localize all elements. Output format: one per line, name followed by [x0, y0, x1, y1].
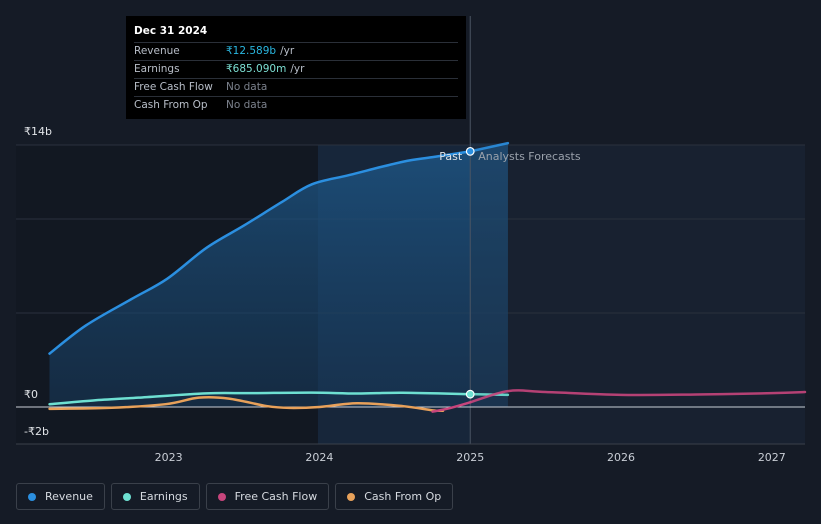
- x-tick-label: 2027: [758, 451, 786, 464]
- legend-dot-icon: [347, 492, 356, 501]
- free-cash-flow-forecast-line: [468, 389, 807, 404]
- x-tick-label: 2024: [305, 451, 333, 464]
- legend-label: Revenue: [45, 490, 93, 503]
- tooltip-no-data: No data: [226, 99, 268, 111]
- tooltip-label: Earnings: [134, 63, 180, 75]
- x-tick-label: 2026: [607, 451, 635, 464]
- tooltip-value: ₹685.090m: [226, 63, 287, 75]
- tooltip-date: Dec 31 2024: [134, 22, 458, 43]
- earnings-marker: [465, 389, 475, 399]
- x-tick-label: 2025: [456, 451, 484, 464]
- legend-dot-icon: [122, 492, 131, 501]
- cash-from-op-line: [48, 395, 445, 413]
- y-tick-label: -₹2b: [24, 425, 49, 438]
- revenue-area: [49, 143, 508, 407]
- legend-dot-icon: [28, 492, 36, 501]
- tooltip-row-free-cash-flow: Free Cash Flow No data: [134, 79, 458, 97]
- legend-label: Earnings: [139, 490, 188, 503]
- y-tick-label: ₹14b: [24, 125, 52, 138]
- legend: Revenue Earnings Free Cash Flow Cash Fro…: [16, 483, 454, 510]
- revenue-marker: [465, 146, 475, 156]
- y-tick-label: ₹0: [24, 388, 38, 401]
- forecast-band: [470, 143, 508, 407]
- legend-item-cash-from-op[interactable]: Cash From Op: [335, 483, 454, 510]
- free-cash-flow-line: [431, 401, 472, 413]
- forecast-label: Analysts Forecasts: [478, 150, 581, 163]
- earnings-line: [48, 391, 472, 406]
- tooltip-row-earnings: Earnings ₹685.090m /yr: [134, 61, 458, 79]
- tooltip-row-cash-from-op: Cash From Op No data: [134, 97, 458, 114]
- legend-dot-icon: [217, 492, 226, 501]
- legend-label: Free Cash Flow: [234, 490, 318, 503]
- forecast-region: [470, 145, 805, 444]
- tooltip-label: Free Cash Flow: [134, 81, 213, 93]
- legend-label: Cash From Op: [364, 490, 442, 503]
- tooltip-value: ₹12.589b: [226, 45, 277, 57]
- tooltip-unit: /yr: [290, 63, 305, 75]
- x-tick-label: 2023: [155, 451, 183, 464]
- revenue-line: [48, 150, 472, 355]
- past-label: Past: [439, 150, 463, 163]
- tooltip-no-data: No data: [226, 81, 268, 93]
- legend-item-earnings[interactable]: Earnings: [110, 483, 200, 510]
- legend-item-revenue[interactable]: Revenue: [16, 483, 105, 510]
- hover-tooltip: Dec 31 2024 Revenue ₹12.589b /yr Earning…: [126, 16, 466, 119]
- tooltip-label: Cash From Op: [134, 99, 208, 111]
- tooltip-row-revenue: Revenue ₹12.589b /yr: [134, 43, 458, 61]
- legend-item-free-cash-flow[interactable]: Free Cash Flow: [205, 483, 330, 510]
- tooltip-unit: /yr: [280, 45, 295, 57]
- tooltip-label: Revenue: [134, 45, 180, 57]
